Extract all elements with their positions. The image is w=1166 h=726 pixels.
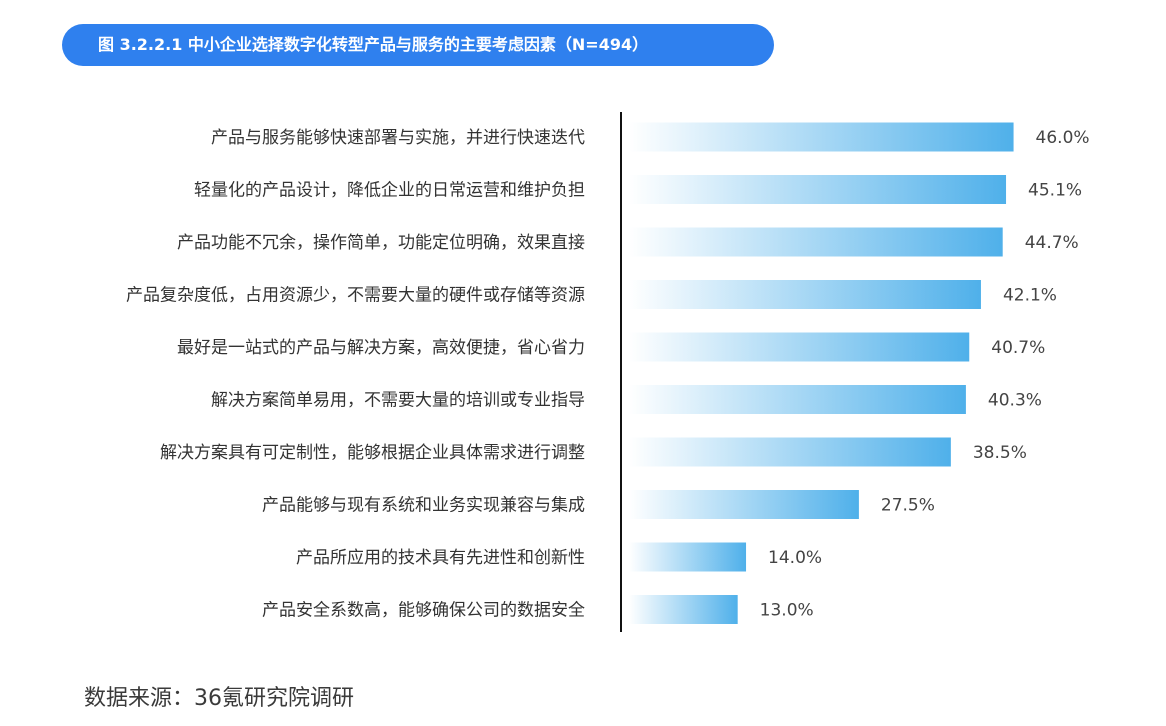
bar-7 — [629, 437, 951, 467]
chart-title: 图 3.2.2.1 中小企业选择数字化转型产品与服务的主要考虑因素（N=494） — [62, 24, 774, 66]
bar-9 — [629, 542, 747, 572]
data-source-note: 数据来源：36氪研究院调研 — [84, 686, 354, 711]
value-label-7: 38.5% — [973, 443, 1027, 463]
category-label-8: 产品能够与现有系统和业务实现兼容与集成 — [262, 496, 585, 516]
value-label-1: 46.0% — [1036, 128, 1090, 148]
category-label-10: 产品安全系数高，能够确保公司的数据安全 — [262, 601, 585, 621]
bar-1 — [629, 122, 1014, 152]
value-label-9: 14.0% — [768, 548, 822, 568]
bar-6 — [629, 385, 966, 414]
category-label-3: 产品功能不冗余，操作简单，功能定位明确，效果直接 — [177, 233, 585, 253]
category-label-4: 产品复杂度低，占用资源少，不需要大量的硬件或存储等资源 — [126, 286, 585, 306]
bar-3 — [629, 227, 1003, 257]
category-label-2: 轻量化的产品设计，降低企业的日常运营和维护负担 — [194, 181, 585, 201]
value-label-4: 42.1% — [1003, 286, 1057, 306]
category-label-1: 产品与服务能够快速部署与实施，并进行快速迭代 — [211, 128, 585, 148]
value-label-6: 40.3% — [988, 391, 1042, 411]
category-label-9: 产品所应用的技术具有先进性和创新性 — [296, 548, 585, 568]
bar-8 — [629, 490, 859, 519]
value-label-10: 13.0% — [760, 601, 814, 621]
bar-4 — [629, 280, 981, 309]
bar-2 — [629, 175, 1007, 204]
value-label-5: 40.7% — [991, 338, 1045, 358]
category-label-6: 解决方案简单易用，不需要大量的培训或专业指导 — [211, 391, 585, 411]
value-label-3: 44.7% — [1025, 233, 1079, 253]
category-label-7: 解决方案具有可定制性，能够根据企业具体需求进行调整 — [160, 443, 585, 463]
value-label-8: 27.5% — [881, 496, 935, 516]
bar-10 — [629, 595, 738, 624]
bars-group: 产品与服务能够快速部署与实施，并进行快速迭代 46.0% 轻量化的产品设计，降低企业… — [126, 122, 1090, 624]
category-label-5: 最好是一站式的产品与解决方案，高效便捷，省心省力 — [177, 338, 585, 358]
value-label-2: 45.1% — [1028, 181, 1082, 201]
bar-5 — [629, 332, 970, 362]
